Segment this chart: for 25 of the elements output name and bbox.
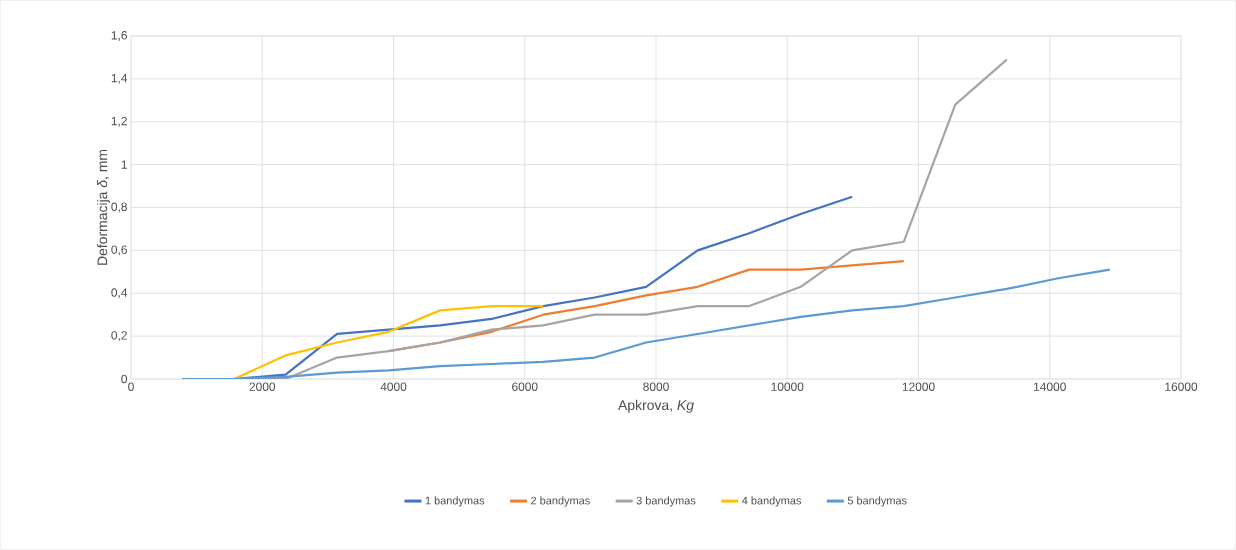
legend-label: 2 bandymas bbox=[531, 496, 590, 507]
x-tick-label: 12000 bbox=[902, 382, 935, 391]
y-tick-label: 0,8 bbox=[111, 202, 127, 213]
legend-label: 4 bandymas bbox=[742, 496, 802, 507]
x-tick-label: 6000 bbox=[512, 382, 538, 391]
x-tick-label: 4000 bbox=[380, 382, 407, 391]
y-tick-label: 1 bbox=[121, 160, 127, 169]
x-tick-label: 16000 bbox=[1165, 382, 1198, 391]
x-tick-label: 2000 bbox=[249, 382, 276, 391]
y-tick-label: 0,4 bbox=[111, 288, 128, 299]
y-tick-label: 1,2 bbox=[111, 116, 127, 127]
x-tick-label: 0 bbox=[128, 382, 134, 391]
legend-label: 3 bandymas bbox=[636, 496, 696, 507]
y-tick-label: 1,4 bbox=[111, 73, 128, 84]
y-tick-label: 0 bbox=[121, 374, 128, 384]
legend-label: 1 bandymas bbox=[425, 496, 485, 507]
y-tick-label: 1,6 bbox=[111, 31, 127, 41]
legend-label: 5 bandymas bbox=[847, 496, 907, 507]
y-tick-label: 0,2 bbox=[111, 331, 127, 342]
x-tick-label: 10000 bbox=[771, 382, 804, 391]
x-tick-label: 8000 bbox=[643, 382, 669, 391]
y-axis-title: Deformacija δ, mm bbox=[97, 149, 111, 265]
x-tick-label: 14000 bbox=[1034, 382, 1066, 391]
x-axis-title: Apkrova, Kg bbox=[618, 399, 694, 413]
y-tick-label: 0,6 bbox=[111, 245, 127, 256]
